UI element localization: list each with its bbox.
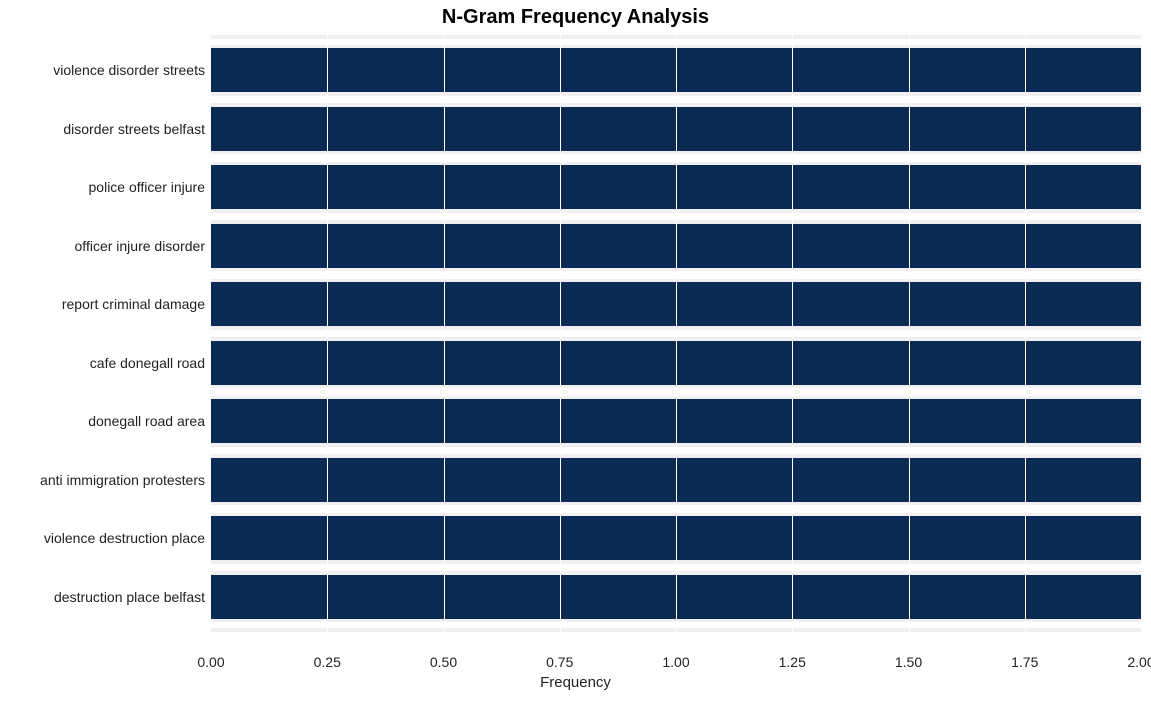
gridline: [444, 35, 445, 632]
y-axis-label: anti immigration protesters: [5, 473, 205, 487]
y-axis-label: police officer injure: [5, 180, 205, 194]
gridline: [1025, 35, 1026, 632]
gridline: [909, 35, 910, 632]
gridline: [1141, 35, 1142, 632]
x-axis-title: Frequency: [0, 674, 1151, 691]
y-axis-label: disorder streets belfast: [5, 122, 205, 136]
y-axis-label: report criminal damage: [5, 297, 205, 311]
ngram-bar-chart: N-Gram Frequency Analysis Frequency viol…: [0, 0, 1151, 701]
gridline: [327, 35, 328, 632]
gridline: [676, 35, 677, 632]
x-axis-tick: 0.50: [430, 654, 457, 670]
chart-title: N-Gram Frequency Analysis: [0, 6, 1151, 29]
y-axis-label: destruction place belfast: [5, 590, 205, 604]
x-axis-tick: 0.00: [197, 654, 224, 670]
plot-area: [211, 35, 1141, 632]
x-axis-tick: 1.75: [1011, 654, 1038, 670]
x-axis-tick: 1.00: [662, 654, 689, 670]
y-axis-label: violence disorder streets: [5, 63, 205, 77]
x-axis-tick: 1.25: [779, 654, 806, 670]
y-axis-label: donegall road area: [5, 414, 205, 428]
x-axis-tick: 0.25: [314, 654, 341, 670]
gridline: [792, 35, 793, 632]
y-axis-label: violence destruction place: [5, 531, 205, 545]
gridline: [560, 35, 561, 632]
y-axis-label: cafe donegall road: [5, 356, 205, 370]
x-axis-tick: 0.75: [546, 654, 573, 670]
x-axis-tick: 2.00: [1127, 654, 1151, 670]
y-axis-label: officer injure disorder: [5, 239, 205, 253]
x-axis-tick: 1.50: [895, 654, 922, 670]
